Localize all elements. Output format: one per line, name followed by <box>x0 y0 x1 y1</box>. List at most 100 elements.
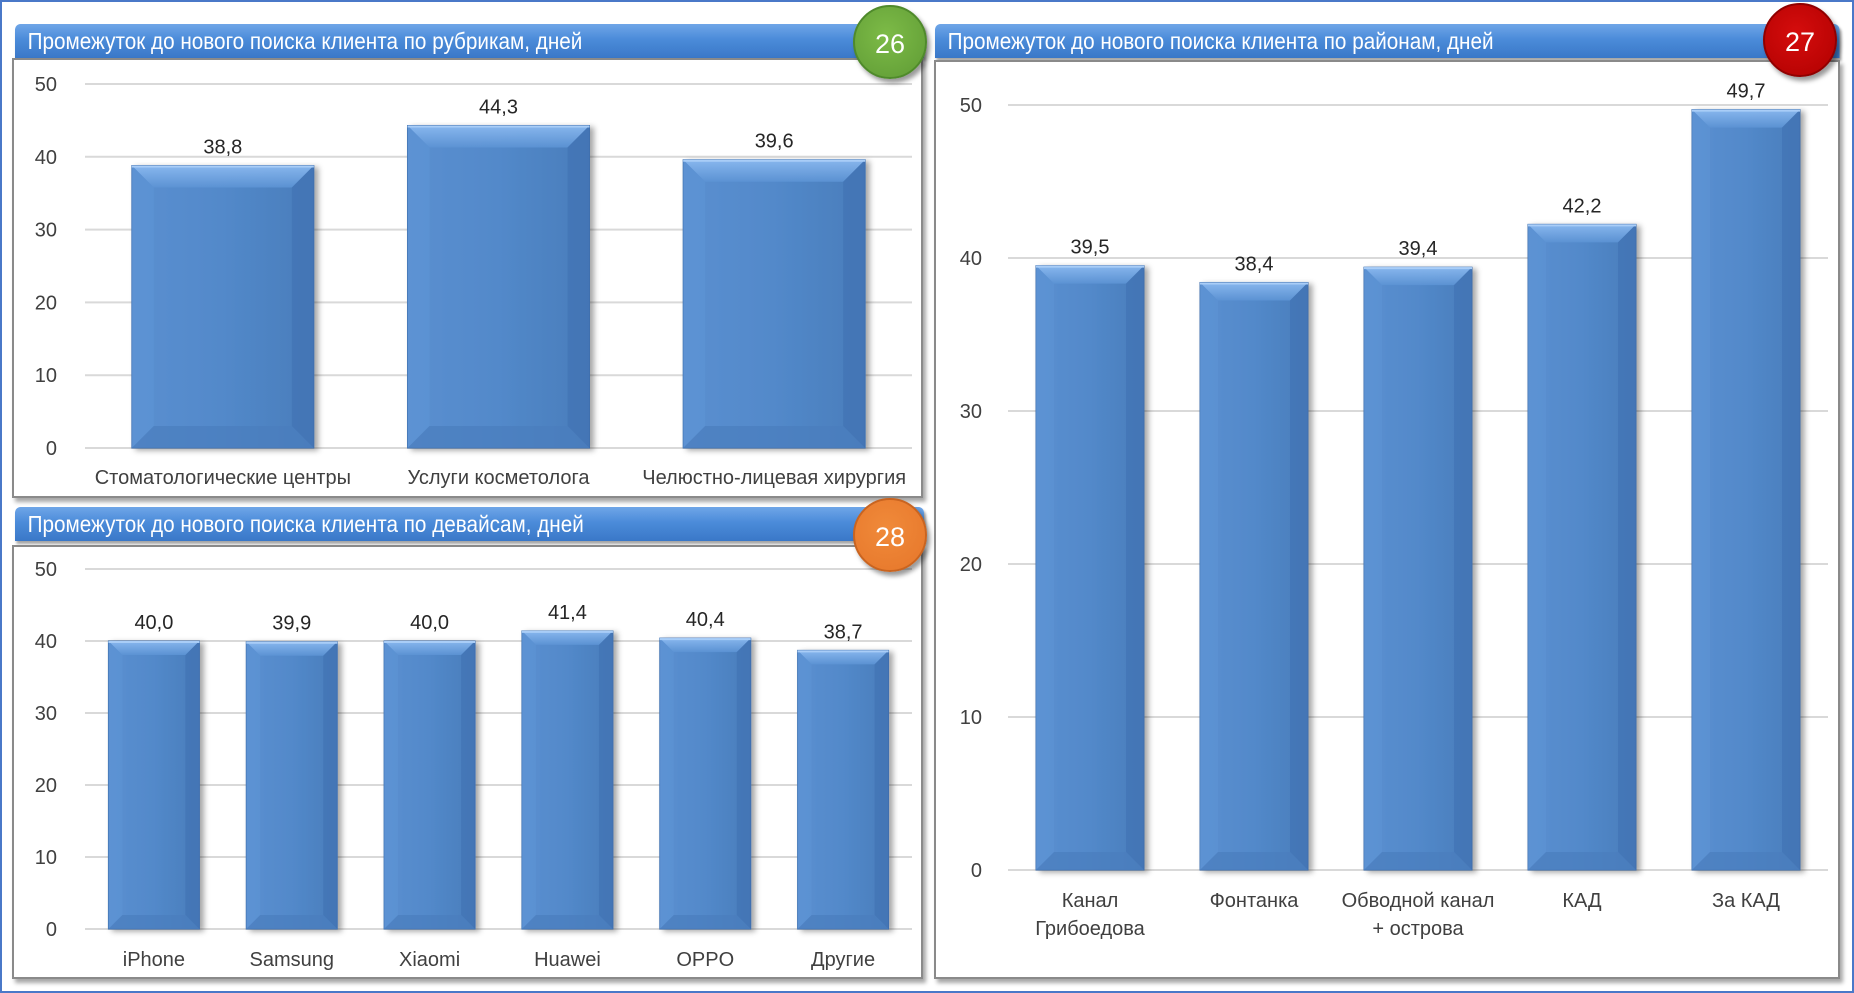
bar <box>521 630 614 930</box>
y-tick-label: 0 <box>971 860 982 882</box>
x-category-label: Челюстно-лицевая хирургия <box>642 467 906 489</box>
x-category-label: Услуги косметолога <box>408 467 591 489</box>
bar-bottom-bevel <box>659 915 751 929</box>
bar <box>245 641 338 930</box>
panel-title-devices-text: Промежуток до нового поиска клиента по д… <box>27 511 584 537</box>
bar-bottom-bevel <box>683 426 866 448</box>
bar <box>659 637 752 930</box>
data-label: 39,9 <box>272 613 311 635</box>
bar-body <box>107 640 200 930</box>
bar-right-bevel <box>185 641 200 929</box>
x-category-label: iPhone <box>123 949 185 971</box>
bar-top-bevel <box>384 641 476 655</box>
bar-left-bevel <box>407 125 430 448</box>
x-category-label: Huawei <box>534 949 601 971</box>
y-tick-label: 20 <box>960 554 982 576</box>
bar-top-bevel <box>1364 267 1472 286</box>
bar-top-bevel <box>521 630 613 645</box>
bar-left-bevel <box>1692 109 1710 871</box>
y-tick-label: 50 <box>960 95 982 117</box>
data-label: 38,7 <box>824 621 863 643</box>
bar-chart-rubrics: 0 10 20 30 40 50 38,8 Стоматологические центры 4… <box>35 74 912 489</box>
bar-bottom-bevel <box>246 915 338 929</box>
bar-bottom-bevel <box>131 426 314 448</box>
bar-bottom-bevel <box>407 426 590 448</box>
x-category-label: Xiaomi <box>399 949 460 971</box>
bar-right-bevel <box>874 650 889 929</box>
bar-bottom-bevel <box>1364 852 1472 870</box>
x-category-label: Грибоедова <box>1035 918 1145 940</box>
bar-bottom-bevel <box>797 915 889 929</box>
data-label: 49,7 <box>1727 81 1766 103</box>
bar-top-bevel <box>246 641 338 656</box>
bar-top-bevel <box>407 125 590 148</box>
bar-left-bevel <box>659 638 674 929</box>
x-category-label: Канал <box>1062 890 1119 912</box>
bar-top-bevel <box>659 638 751 653</box>
y-tick-label: 40 <box>35 631 57 653</box>
bar-left-bevel <box>384 641 399 929</box>
bar-right-bevel <box>1290 282 1308 870</box>
data-label: 42,2 <box>1563 195 1602 217</box>
bar-right-bevel <box>291 165 314 448</box>
badge-26-number: 26 <box>874 29 906 59</box>
bar-bottom-bevel <box>1200 852 1308 870</box>
bar-right-bevel <box>1454 267 1472 870</box>
bar-top-bevel <box>1692 109 1800 128</box>
x-category-label: Samsung <box>250 949 335 971</box>
bar-top-bevel <box>797 650 889 665</box>
bar-bottom-bevel <box>1692 852 1800 870</box>
y-tick-label: 10 <box>35 847 57 869</box>
chart-box-districts: 0 10 20 30 40 50 39,5 Канал Грибоедова 38,4 Фонтан… <box>934 60 1840 979</box>
chart-box-devices: 0 10 20 30 40 50 40,0 iPhone 39,9 Samsung 40,0 Xiao… <box>12 545 923 979</box>
data-label: 40,4 <box>686 609 725 631</box>
gridlines <box>85 568 912 930</box>
data-label: 38,4 <box>1235 253 1274 275</box>
y-tick-label: 50 <box>35 74 57 96</box>
data-label: 40,0 <box>134 612 173 634</box>
y-tick-label: 40 <box>960 248 982 270</box>
bar-bottom-bevel <box>521 915 613 929</box>
bar-right-bevel <box>1782 109 1800 871</box>
bar-body <box>521 630 614 930</box>
bar-chart-districts: 0 10 20 30 40 50 39,5 Канал Грибоедова 38,4 Фонтан… <box>960 81 1828 940</box>
y-tick-label: 30 <box>35 703 57 725</box>
y-tick-label: 30 <box>960 401 982 423</box>
bar <box>383 640 476 930</box>
bar-body <box>131 165 315 449</box>
bar <box>797 649 890 930</box>
panel-title-rubrics: Промежуток до нового поиска клиента по р… <box>15 24 924 58</box>
panel-title-districts: Промежуток до нового поиска клиента по р… <box>935 24 1840 58</box>
bar-right-bevel <box>1126 265 1144 870</box>
y-tick-label: 0 <box>46 919 57 941</box>
data-label: 39,5 <box>1071 237 1110 259</box>
bar-left-bevel <box>108 641 123 929</box>
bar <box>131 165 315 449</box>
bar-top-bevel <box>131 165 314 188</box>
bar-bottom-bevel <box>108 915 200 929</box>
panel-title-devices: Промежуток до нового поиска клиента по д… <box>15 507 924 541</box>
bar-left-bevel <box>1364 267 1382 870</box>
y-tick-label: 50 <box>35 559 57 581</box>
bar-left-bevel <box>1528 224 1546 871</box>
data-label: 44,3 <box>479 96 518 118</box>
badge-28: 28 <box>853 498 927 572</box>
bar-bottom-bevel <box>1036 852 1144 870</box>
bar <box>682 159 866 449</box>
panel-title-districts-text: Промежуток до нового поиска клиента по р… <box>947 28 1494 54</box>
data-label: 39,6 <box>755 131 794 153</box>
y-tick-label: 10 <box>960 707 982 729</box>
badge-27-number: 27 <box>1784 27 1816 57</box>
bar-left-bevel <box>683 159 706 448</box>
bar-body <box>407 124 590 449</box>
bar-body <box>682 159 866 449</box>
bar-left-bevel <box>797 650 812 929</box>
bar-right-bevel <box>461 641 476 929</box>
bar-left-bevel <box>521 630 536 929</box>
bar-right-bevel <box>598 630 613 929</box>
bar-left-bevel <box>1200 282 1218 870</box>
bar-right-bevel <box>1618 224 1636 871</box>
x-category-label: Фонтанка <box>1210 890 1300 912</box>
y-tick-label: 10 <box>35 365 57 387</box>
